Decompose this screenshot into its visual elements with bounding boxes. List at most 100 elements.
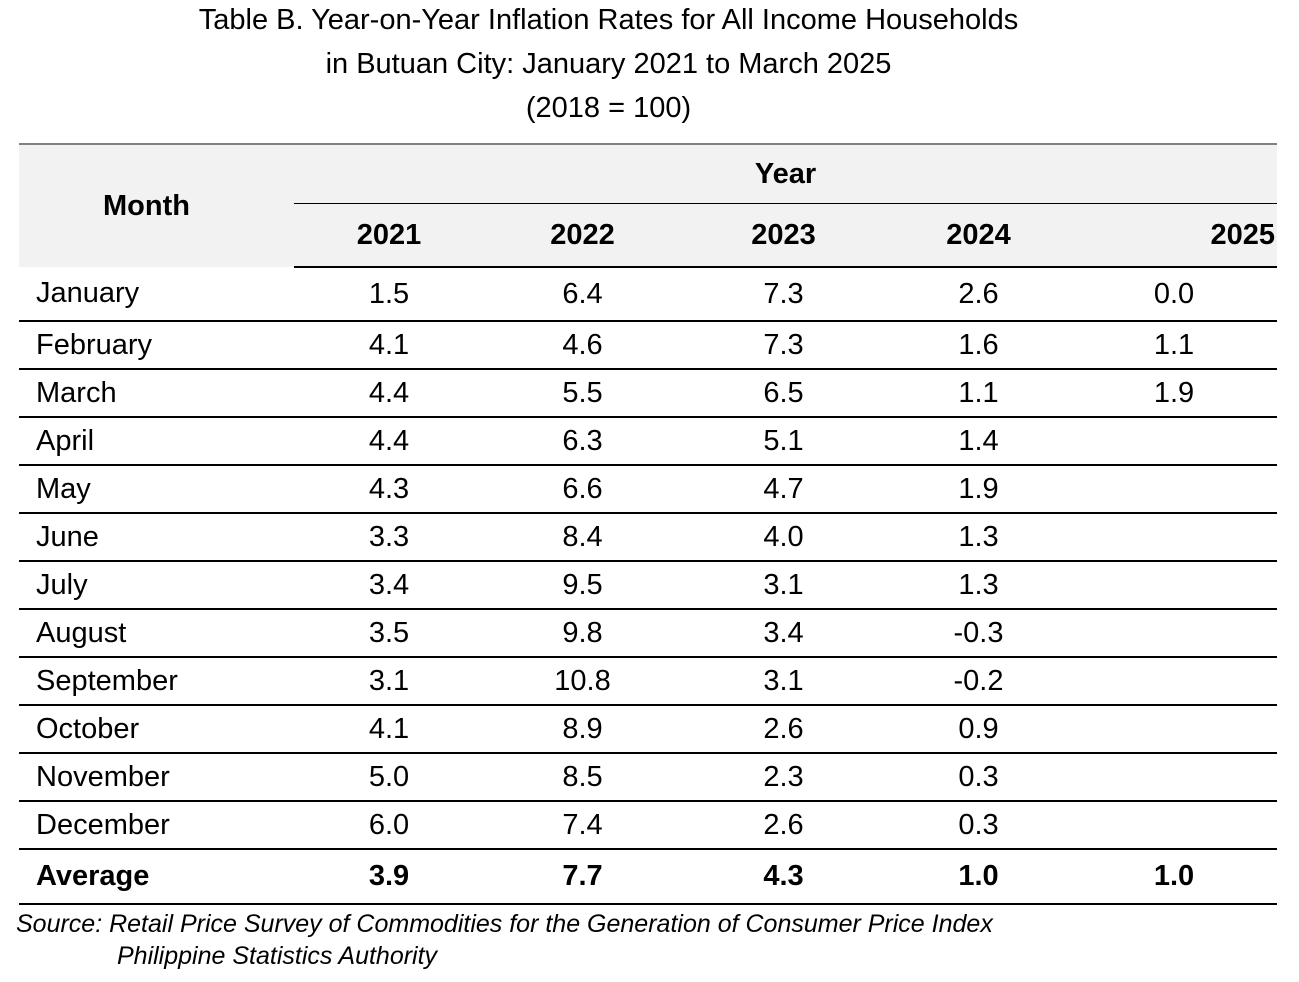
value-cell: 0.9 [886, 705, 1071, 754]
value-cell: 10.8 [484, 657, 681, 706]
value-cell: 2.3 [681, 753, 886, 802]
value-cell: 1.9 [1071, 369, 1278, 418]
value-cell: 6.3 [484, 417, 681, 466]
average-value-cell: 1.0 [886, 849, 1071, 905]
value-cell: 1.6 [886, 321, 1071, 370]
value-cell: 6.5 [681, 369, 886, 418]
source-line-2: Philippine Statistics Authority [117, 942, 438, 970]
month-cell: December [19, 801, 294, 850]
value-cell: 1.4 [886, 417, 1071, 466]
value-cell: 5.0 [294, 753, 484, 802]
value-cell: 7.3 [681, 321, 886, 370]
value-cell: 3.4 [294, 561, 484, 610]
table-row: April 4.4 6.3 5.1 1.4 [19, 417, 1278, 466]
value-cell: 4.3 [294, 465, 484, 514]
table-row: September 3.1 10.8 3.1 -0.2 [19, 657, 1278, 706]
table-row: March 4.4 5.5 6.5 1.1 1.9 [19, 369, 1278, 418]
value-cell: -0.2 [886, 657, 1071, 706]
value-cell [1071, 513, 1278, 562]
year-header-2023: 2023 [681, 203, 886, 268]
value-cell: 4.1 [294, 705, 484, 754]
table-row: October 4.1 8.9 2.6 0.9 [19, 705, 1278, 754]
value-cell: 4.1 [294, 321, 484, 370]
value-cell: 6.6 [484, 465, 681, 514]
table-title: Table B. Year-on-Year Inflation Rates fo… [0, 0, 1217, 132]
value-cell: 4.4 [294, 417, 484, 466]
value-cell [1071, 801, 1278, 850]
value-cell: 0.0 [1071, 267, 1278, 322]
value-cell: 8.5 [484, 753, 681, 802]
value-cell [1071, 609, 1278, 658]
month-cell: April [19, 417, 294, 466]
month-cell: November [19, 753, 294, 802]
month-cell: May [19, 465, 294, 514]
value-cell: 0.3 [886, 801, 1071, 850]
inflation-table-container: Month Year 2021 2022 2023 2024 2025 Janu… [19, 143, 1278, 905]
month-cell: July [19, 561, 294, 610]
year-header-2022: 2022 [484, 203, 681, 268]
month-cell: February [19, 321, 294, 370]
value-cell [1071, 753, 1278, 802]
value-cell: 3.5 [294, 609, 484, 658]
table-row: August 3.5 9.8 3.4 -0.3 [19, 609, 1278, 658]
source-note: Source: Retail Price Survey of Commoditi… [16, 908, 993, 972]
value-cell: 0.3 [886, 753, 1071, 802]
month-cell: September [19, 657, 294, 706]
value-cell: 2.6 [681, 705, 886, 754]
year-header-2021: 2021 [294, 203, 484, 268]
value-cell: 9.5 [484, 561, 681, 610]
value-cell [1071, 657, 1278, 706]
month-cell: June [19, 513, 294, 562]
average-label: Average [19, 849, 294, 905]
source-line-1: Source: Retail Price Survey of Commoditi… [16, 910, 993, 938]
value-cell: 5.1 [681, 417, 886, 466]
value-cell [1071, 561, 1278, 610]
average-row: Average 3.9 7.7 4.3 1.0 1.0 [19, 849, 1278, 905]
table-row: February 4.1 4.6 7.3 1.6 1.1 [19, 321, 1278, 370]
value-cell: 1.1 [886, 369, 1071, 418]
value-cell: 3.1 [681, 657, 886, 706]
year-header-2025: 2025 [1071, 203, 1278, 268]
table-row: December 6.0 7.4 2.6 0.3 [19, 801, 1278, 850]
average-value-cell: 4.3 [681, 849, 886, 905]
average-value-cell: 7.7 [484, 849, 681, 905]
table-row: November 5.0 8.5 2.3 0.3 [19, 753, 1278, 802]
month-cell: January [19, 267, 294, 322]
month-cell: October [19, 705, 294, 754]
value-cell: 3.1 [294, 657, 484, 706]
value-cell: 7.4 [484, 801, 681, 850]
title-line-1: Table B. Year-on-Year Inflation Rates fo… [198, 4, 1019, 36]
table-row: June 3.3 8.4 4.0 1.3 [19, 513, 1278, 562]
title-line-3: (2018 = 100) [525, 92, 692, 124]
value-cell: -0.3 [886, 609, 1071, 658]
year-group-header: Year [294, 143, 1278, 204]
value-cell: 4.4 [294, 369, 484, 418]
value-cell: 3.3 [294, 513, 484, 562]
value-cell: 1.3 [886, 513, 1071, 562]
value-cell: 5.5 [484, 369, 681, 418]
value-cell [1071, 465, 1278, 514]
value-cell: 2.6 [681, 801, 886, 850]
value-cell: 9.8 [484, 609, 681, 658]
month-column-header: Month [19, 143, 294, 267]
value-cell: 4.6 [484, 321, 681, 370]
average-value-cell: 1.0 [1071, 849, 1278, 905]
table-row: July 3.4 9.5 3.1 1.3 [19, 561, 1278, 610]
value-cell: 8.4 [484, 513, 681, 562]
value-cell: 7.3 [681, 267, 886, 322]
value-cell: 1.5 [294, 267, 484, 322]
inflation-table: Month Year 2021 2022 2023 2024 2025 Janu… [19, 143, 1278, 905]
value-cell: 6.0 [294, 801, 484, 850]
value-cell: 1.3 [886, 561, 1071, 610]
value-cell: 2.6 [886, 267, 1071, 322]
average-value-cell: 3.9 [294, 849, 484, 905]
value-cell: 6.4 [484, 267, 681, 322]
value-cell [1071, 417, 1278, 466]
table-row: May 4.3 6.6 4.7 1.9 [19, 465, 1278, 514]
value-cell: 4.0 [681, 513, 886, 562]
value-cell: 3.4 [681, 609, 886, 658]
month-cell: March [19, 369, 294, 418]
table-header: Month Year 2021 2022 2023 2024 2025 [19, 143, 1278, 268]
table-row: January 1.5 6.4 7.3 2.6 0.0 [19, 267, 1278, 322]
value-cell: 1.1 [1071, 321, 1278, 370]
